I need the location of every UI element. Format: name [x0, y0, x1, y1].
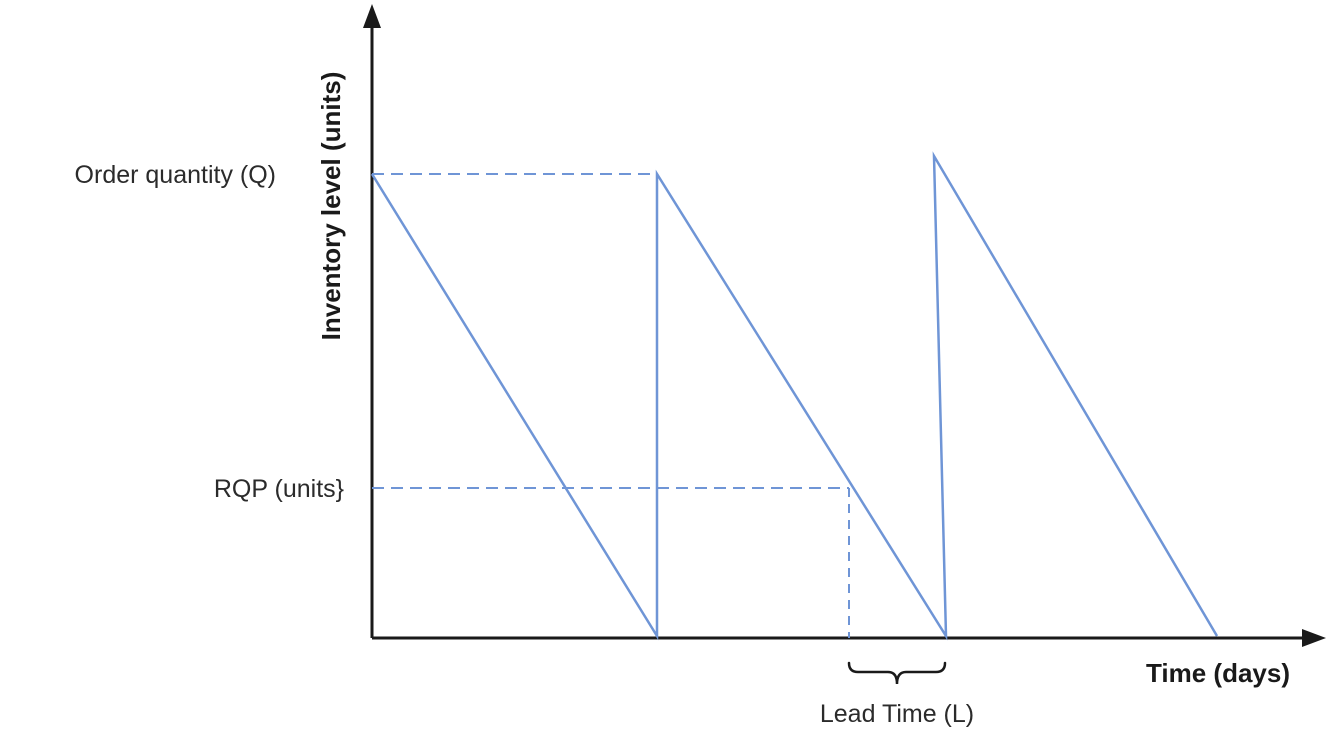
curly-brace-icon: [847, 661, 947, 685]
arrow-right-icon: [1302, 629, 1326, 647]
inventory-level-line: [370, 151, 1219, 641]
arrow-up-icon: [363, 4, 381, 28]
reorder-point-label: RQP (units}: [214, 475, 344, 503]
order-quantity-label: Order quantity (Q): [75, 161, 276, 189]
x-axis-title: Time (days): [1146, 658, 1290, 688]
y-axis-title: Inventory level (units): [316, 72, 346, 341]
lead-time-label: Lead Time (L): [820, 700, 974, 728]
